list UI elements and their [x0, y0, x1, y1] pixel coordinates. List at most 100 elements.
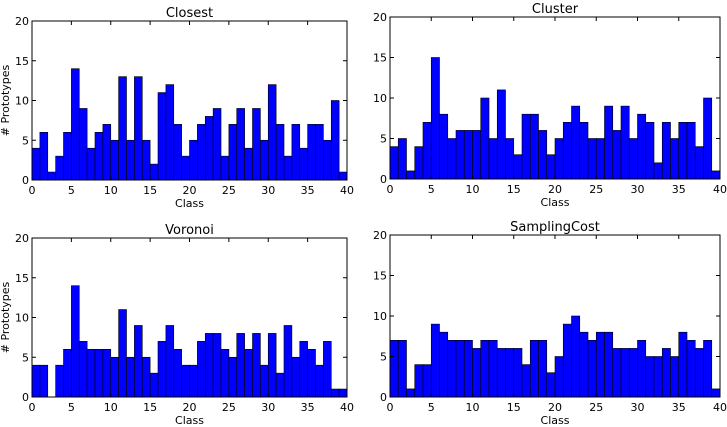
x-tick-label: 5: [428, 183, 435, 196]
bar: [546, 372, 556, 398]
bar: [505, 348, 515, 398]
bar: [71, 285, 80, 398]
x-tick-label: 25: [589, 401, 603, 414]
bar: [330, 388, 340, 398]
x-tick-label: 30: [261, 401, 275, 414]
x-tick-label: 40: [713, 401, 727, 414]
y-tick-label: 15: [15, 55, 29, 68]
bar: [694, 146, 704, 180]
bar: [579, 331, 589, 398]
bar: [252, 333, 261, 398]
bar: [694, 348, 704, 398]
bar: [94, 132, 104, 181]
y-tick-label: 20: [15, 232, 29, 245]
bar: [496, 348, 506, 398]
bar: [47, 171, 56, 181]
bar: [173, 124, 182, 181]
x-tick-label: 10: [466, 183, 480, 196]
x-tick-label: 0: [387, 183, 394, 196]
bar: [637, 339, 647, 398]
bar: [330, 100, 340, 181]
bar: [228, 356, 238, 398]
chart-title: Cluster: [532, 2, 579, 17]
bar: [620, 105, 630, 180]
bar: [86, 348, 96, 398]
x-tick-label: 35: [301, 184, 315, 197]
bar: [422, 364, 432, 398]
bar: [189, 139, 198, 181]
bar: [31, 147, 41, 181]
bar: [102, 348, 112, 398]
bar: [562, 122, 572, 180]
bar: [102, 124, 112, 181]
bar: [595, 331, 605, 398]
chart-title: SamplingCost: [510, 220, 600, 235]
x-tick-label: 20: [183, 184, 197, 197]
subplot-samplingcost: 0 5 10 15 20 25 30 35 40 0 5 10 15 20 SamplingCost Clas…: [373, 220, 727, 427]
bar: [554, 138, 564, 180]
y-tick-label: 10: [373, 310, 387, 323]
bar: [604, 105, 614, 180]
x-tick-label: 20: [548, 401, 562, 414]
bar: [236, 333, 245, 398]
x-tick-label: 25: [589, 183, 603, 196]
bar: [39, 132, 49, 181]
bar: [173, 348, 182, 398]
bar: [455, 339, 465, 398]
x-tick-label: 35: [672, 183, 686, 196]
bar: [323, 341, 332, 398]
bar: [244, 348, 253, 398]
bar: [220, 155, 230, 181]
bar: [55, 364, 64, 398]
bar: [521, 113, 531, 180]
bar: [678, 331, 688, 398]
bar: [181, 364, 190, 398]
x-tick-label: 15: [143, 184, 157, 197]
bar: [141, 356, 151, 398]
bar: [389, 146, 399, 180]
bar: [118, 309, 127, 398]
bar: [275, 124, 285, 181]
bar: [397, 339, 407, 398]
bar: [595, 138, 605, 180]
bar: [661, 348, 671, 398]
subplot-cluster: 0 5 10 15 20 25 30 35 40 0 5 10 15 20 Cluster Class: [373, 2, 727, 209]
bar: [571, 105, 581, 180]
bar: [197, 341, 206, 398]
bar: [513, 348, 523, 398]
bar: [307, 124, 316, 181]
x-tick-label: 10: [104, 401, 118, 414]
bar: [439, 331, 449, 398]
bar: [260, 139, 269, 181]
y-tick-label: 0: [22, 391, 29, 404]
bar: [472, 130, 482, 180]
bar: [612, 130, 622, 180]
bar: [204, 333, 214, 398]
bar: [291, 356, 301, 398]
bar: [71, 68, 80, 181]
x-tick-label: 30: [631, 183, 645, 196]
bar: [110, 139, 119, 181]
bar: [513, 154, 523, 180]
x-tick-label: 40: [713, 183, 727, 196]
bar: [315, 364, 324, 398]
bar: [430, 57, 440, 180]
bar: [244, 147, 253, 181]
y-tick-label: 5: [22, 134, 29, 147]
x-tick-label: 5: [428, 401, 435, 414]
bar: [488, 339, 498, 398]
bar: [149, 163, 159, 181]
bar: [661, 122, 671, 180]
bar: [86, 147, 96, 181]
bar: [134, 325, 143, 398]
bar: [165, 325, 175, 398]
bar: [645, 356, 655, 398]
bar: [389, 339, 399, 398]
bar: [554, 356, 564, 398]
bar: [587, 339, 597, 398]
bar: [562, 323, 572, 398]
x-axis-label: Class: [541, 414, 570, 427]
x-tick-label: 40: [340, 184, 354, 197]
bar: [546, 154, 556, 180]
bar: [315, 124, 324, 181]
